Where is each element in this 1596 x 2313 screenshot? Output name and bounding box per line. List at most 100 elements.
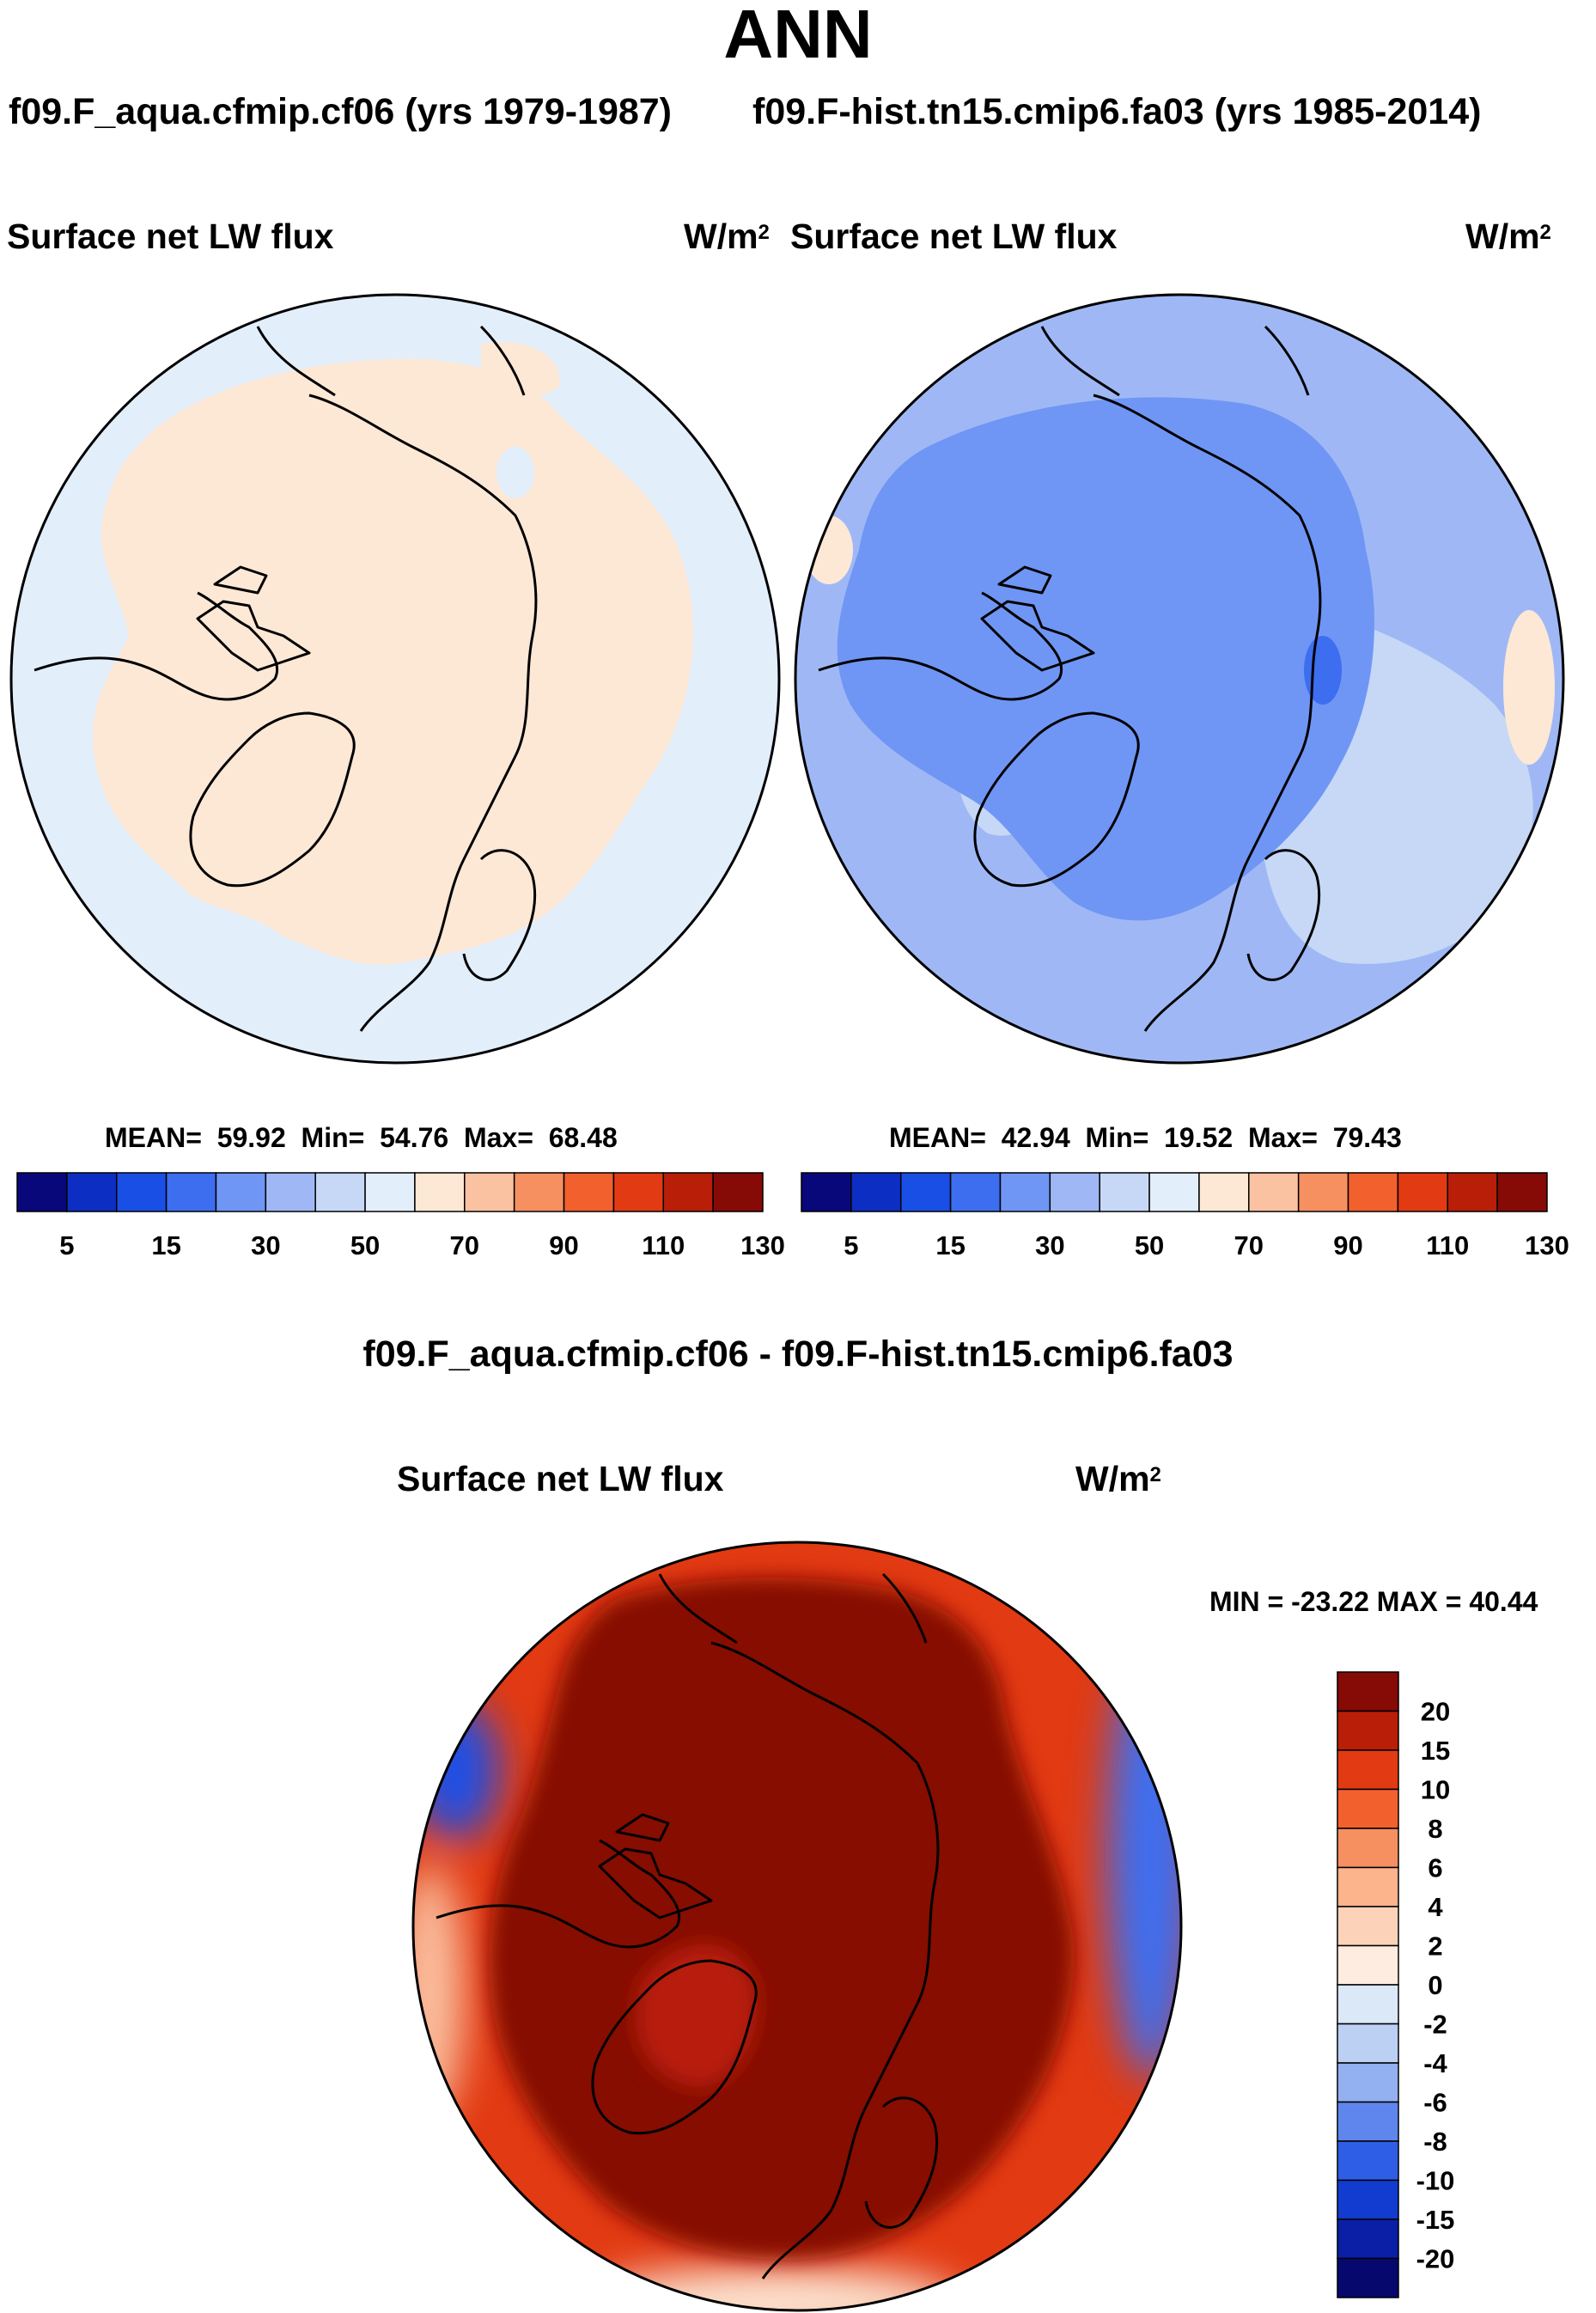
case2-colorbar-bin-1 bbox=[850, 1172, 902, 1212]
diff-colorbar-tick-label: -8 bbox=[1423, 2127, 1447, 2157]
case1-colorbar-bin-4 bbox=[215, 1172, 267, 1212]
case2-colorbar-tick-label: 90 bbox=[1333, 1230, 1362, 1260]
case2-scandinavia-coast bbox=[1246, 849, 1321, 981]
case1-colorbar-bin-14 bbox=[712, 1172, 764, 1212]
diff-colorbar-tick-label: -6 bbox=[1423, 2088, 1447, 2118]
diff-field-edge-blue-left bbox=[413, 1701, 498, 1839]
case1-colorbar-tick-label: 30 bbox=[251, 1230, 280, 1260]
case1-colorbar-bin-2 bbox=[115, 1172, 168, 1212]
case1-field-warm bbox=[93, 358, 693, 965]
diff-colorbar-bin-7 bbox=[1337, 1944, 1399, 1986]
case1-colorbar-bin-11 bbox=[563, 1172, 615, 1212]
diff-alaska-coast bbox=[658, 1572, 928, 1645]
case2-colorbar-bin-14 bbox=[1496, 1172, 1548, 1212]
diff-colorbar-tick-label: 4 bbox=[1428, 1892, 1443, 1922]
case1-map bbox=[9, 293, 781, 1065]
diff-colorbar-bin-2 bbox=[1337, 1749, 1399, 1791]
case1-colorbar-bin-8 bbox=[414, 1172, 466, 1212]
case1-colorbar-bin-3 bbox=[165, 1172, 217, 1212]
case1-max-value: 68.48 bbox=[548, 1122, 618, 1153]
case2-colorbar-tick-label: 70 bbox=[1234, 1230, 1264, 1260]
case1-title: f09.F_aqua.cfmip.cf06 (yrs 1979-1987) bbox=[9, 91, 673, 132]
diff-variable-label: Surface net LW flux bbox=[397, 1459, 724, 1498]
case2-colorbar-bin-4 bbox=[999, 1172, 1051, 1212]
diff-colorbar-tick-label: 2 bbox=[1428, 1932, 1442, 1962]
diff-colorbar-bin-4 bbox=[1337, 1828, 1399, 1869]
diff-colorbar-tick-label: 15 bbox=[1421, 1736, 1450, 1766]
case1-colorbar-bin-6 bbox=[314, 1172, 366, 1212]
diff-colorbar-tick-label: 6 bbox=[1428, 1853, 1442, 1883]
case2-colorbar-tick-label: 15 bbox=[935, 1230, 965, 1260]
diff-colorbar-bin-8 bbox=[1337, 1984, 1399, 2025]
case1-colorbar-bin-0 bbox=[16, 1172, 68, 1212]
diff-field-edge-light-bottom bbox=[584, 2268, 962, 2310]
diff-colorbar-tick-label: 10 bbox=[1421, 1775, 1450, 1805]
case1-colorbar-tick-label: 130 bbox=[740, 1230, 785, 1260]
case1-colorbar-tick-label: 15 bbox=[151, 1230, 180, 1260]
case2-colorbar: 5 15 30 50 70 90 110 130 bbox=[801, 1172, 1569, 1260]
case2-colorbar-tick-label: 130 bbox=[1525, 1230, 1569, 1260]
case1-colorbar: 5 15 30 50 70 90 110 130 bbox=[16, 1172, 785, 1260]
case2-title: f09.F-hist.tn15.cmip6.fa03 (yrs 1985-201… bbox=[752, 91, 1482, 132]
case1-coastlines bbox=[34, 325, 538, 1032]
diff-coastlines bbox=[436, 1572, 940, 2279]
diff-colorbar-bin-14 bbox=[1337, 2218, 1399, 2260]
diff-colorbar-bin-0 bbox=[1337, 1671, 1399, 1712]
case2-field-deep bbox=[1304, 636, 1342, 705]
diff-colorbar-tick-label: -20 bbox=[1416, 2244, 1455, 2274]
diff-colorbar-tick-label: 8 bbox=[1428, 1814, 1442, 1844]
diff-field-edge-light-left bbox=[413, 1864, 464, 2122]
case1-colorbar-bin-7 bbox=[364, 1172, 416, 1212]
diff-colorbar-bin-11 bbox=[1337, 2101, 1399, 2142]
case2-colorbar-bin-2 bbox=[899, 1172, 952, 1212]
diff-greenland-coast bbox=[591, 1959, 758, 2135]
case1-colorbar-bin-9 bbox=[464, 1172, 515, 1212]
diff-title: f09.F_aqua.cfmip.cf06 - f09.F-hist.tn15.… bbox=[362, 1333, 1234, 1375]
case1-stats: MEAN= 59.92 Min= 54.76 Max= 68.48 bbox=[105, 1122, 618, 1153]
case2-stats: MEAN= 42.94 Min= 19.52 Max= 79.43 bbox=[889, 1122, 1402, 1153]
case1-field-cool-patch bbox=[496, 447, 534, 498]
case2-field-dark bbox=[837, 397, 1374, 921]
diff-colorbar-tick-label: -2 bbox=[1423, 2010, 1447, 2040]
case2-field-warm-edge bbox=[1503, 610, 1555, 765]
diff-minmax: MIN = -23.22 MAX = 40.44 bbox=[1209, 1586, 1538, 1617]
case2-colorbar-bin-0 bbox=[801, 1172, 852, 1212]
diff-colorbar-tick-label: -10 bbox=[1416, 2166, 1455, 2196]
diff-colorbar-bin-12 bbox=[1337, 2140, 1399, 2182]
diff-eurasia-coast bbox=[710, 1641, 940, 2279]
diff-colorbar-bin-10 bbox=[1337, 2062, 1399, 2103]
case1-colorbar-tick-label: 50 bbox=[350, 1230, 380, 1260]
diff-canada-coast bbox=[436, 1839, 681, 1949]
case2-colorbar-tick-label: 30 bbox=[1035, 1230, 1064, 1260]
case1-canada-coast bbox=[34, 591, 279, 701]
case2-eurasia-coast bbox=[1093, 394, 1322, 1032]
case1-mean-value: 59.92 bbox=[216, 1122, 286, 1153]
case2-variable-label: Surface net LW flux bbox=[790, 217, 1118, 256]
case1-colorbar-tick-label: 90 bbox=[549, 1230, 578, 1260]
diff-field-dark bbox=[489, 1578, 1075, 2260]
case2-map bbox=[794, 293, 1565, 1065]
case2-colorbar-tick-label: 110 bbox=[1426, 1230, 1469, 1260]
diff-colorbar-bin-13 bbox=[1337, 2179, 1399, 2220]
case2-field-warm-edge-2 bbox=[805, 516, 853, 584]
case2-colorbar-bin-6 bbox=[1099, 1172, 1150, 1212]
case2-canada-coast bbox=[818, 591, 1063, 701]
case1-colorbar-bin-12 bbox=[612, 1172, 665, 1212]
case1-field-warm-2 bbox=[481, 342, 560, 396]
case2-colorbar-bin-3 bbox=[949, 1172, 1002, 1212]
case1-alaska-coast bbox=[256, 325, 526, 397]
diff-field-mid bbox=[636, 1944, 758, 2088]
diff-colorbar-tick-label: -15 bbox=[1416, 2205, 1455, 2235]
case1-units: W/m2 bbox=[684, 217, 770, 256]
case1-colorbar-tick-label: 110 bbox=[642, 1230, 685, 1260]
case1-colorbar-bin-5 bbox=[265, 1172, 316, 1212]
case2-alaska-coast bbox=[1040, 325, 1310, 397]
diff-map bbox=[411, 1541, 1183, 2312]
diff-field-edge-blue-right bbox=[1108, 1633, 1181, 2079]
case1-variable-label: Surface net LW flux bbox=[7, 217, 334, 256]
figure-title: ANN bbox=[723, 0, 873, 72]
case2-mean-value: 42.94 bbox=[1001, 1122, 1070, 1153]
case2-archipelago-coast bbox=[980, 565, 1095, 672]
diff-archipelago-coast bbox=[598, 1813, 713, 1919]
